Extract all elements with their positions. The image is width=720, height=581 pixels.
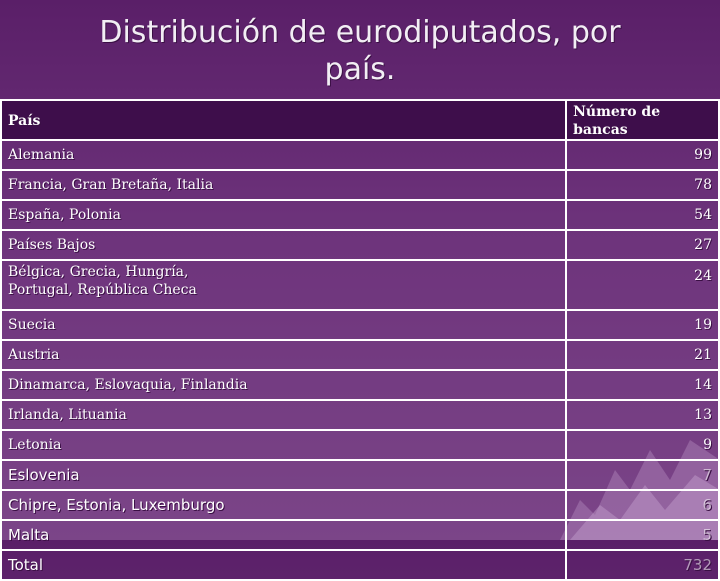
table-row: Malta 5 — [0, 519, 720, 551]
title-line-1: Distribución de eurodiputados, por — [99, 15, 621, 50]
seats-cell: 13 — [565, 399, 720, 431]
country-cell: Letonia — [0, 429, 568, 461]
country-cell: Malta — [0, 519, 568, 551]
table-row: Eslovenia 7 — [0, 459, 720, 491]
seats-cell: 24 — [565, 259, 720, 311]
seats-cell: 78 — [565, 169, 720, 201]
country-cell: Países Bajos — [0, 229, 568, 261]
seats-cell: 21 — [565, 339, 720, 371]
table-row: Irlanda, Lituania 13 — [0, 399, 720, 431]
table-row: Austria 21 — [0, 339, 720, 371]
table-row: España, Polonia 54 — [0, 199, 720, 231]
country-cell-line-1: Bélgica, Grecia, Hungría, — [8, 264, 189, 280]
seats-table: País Número de bancas Alemania 99 Franci… — [0, 99, 720, 581]
seats-cell: 9 — [565, 429, 720, 461]
table-row: Bélgica, Grecia, Hungría, Portugal, Repú… — [0, 259, 720, 311]
header-seats: Número de bancas — [565, 99, 720, 141]
seats-cell: 7 — [565, 459, 720, 491]
seats-cell: 5 — [565, 519, 720, 551]
seats-cell: 54 — [565, 199, 720, 231]
table-row: Francia, Gran Bretaña, Italia 78 — [0, 169, 720, 201]
seats-cell: 6 — [565, 489, 720, 521]
table-row: Suecia 19 — [0, 309, 720, 341]
table-row: Total 732 — [0, 549, 720, 581]
country-cell: Total — [0, 549, 568, 581]
country-cell: Suecia — [0, 309, 568, 341]
seats-cell: 27 — [565, 229, 720, 261]
seats-cell: 99 — [565, 139, 720, 171]
header-country: País — [0, 99, 568, 141]
country-cell: Bélgica, Grecia, Hungría, Portugal, Repú… — [0, 259, 568, 311]
country-cell: Chipre, Estonia, Luxemburgo — [0, 489, 568, 521]
seats-cell: 14 — [565, 369, 720, 401]
country-cell: España, Polonia — [0, 199, 568, 231]
country-cell: Austria — [0, 339, 568, 371]
country-cell: Irlanda, Lituania — [0, 399, 568, 431]
country-cell: Francia, Gran Bretaña, Italia — [0, 169, 568, 201]
table-row: Alemania 99 — [0, 139, 720, 171]
title-line-2: país. — [324, 52, 396, 87]
table-row: Países Bajos 27 — [0, 229, 720, 261]
table-row: Letonia 9 — [0, 429, 720, 461]
table-header-row: País Número de bancas — [0, 99, 720, 141]
country-cell: Alemania — [0, 139, 568, 171]
country-cell-line-2: Portugal, República Checa — [8, 282, 197, 298]
seats-cell: 732 — [565, 549, 720, 581]
page-title: Distribución de eurodiputados, por país. — [60, 14, 660, 88]
table-row: Chipre, Estonia, Luxemburgo 6 — [0, 489, 720, 521]
seats-cell: 19 — [565, 309, 720, 341]
country-cell: Eslovenia — [0, 459, 568, 491]
country-cell: Dinamarca, Eslovaquia, Finlandia — [0, 369, 568, 401]
table-row: Dinamarca, Eslovaquia, Finlandia 14 — [0, 369, 720, 401]
